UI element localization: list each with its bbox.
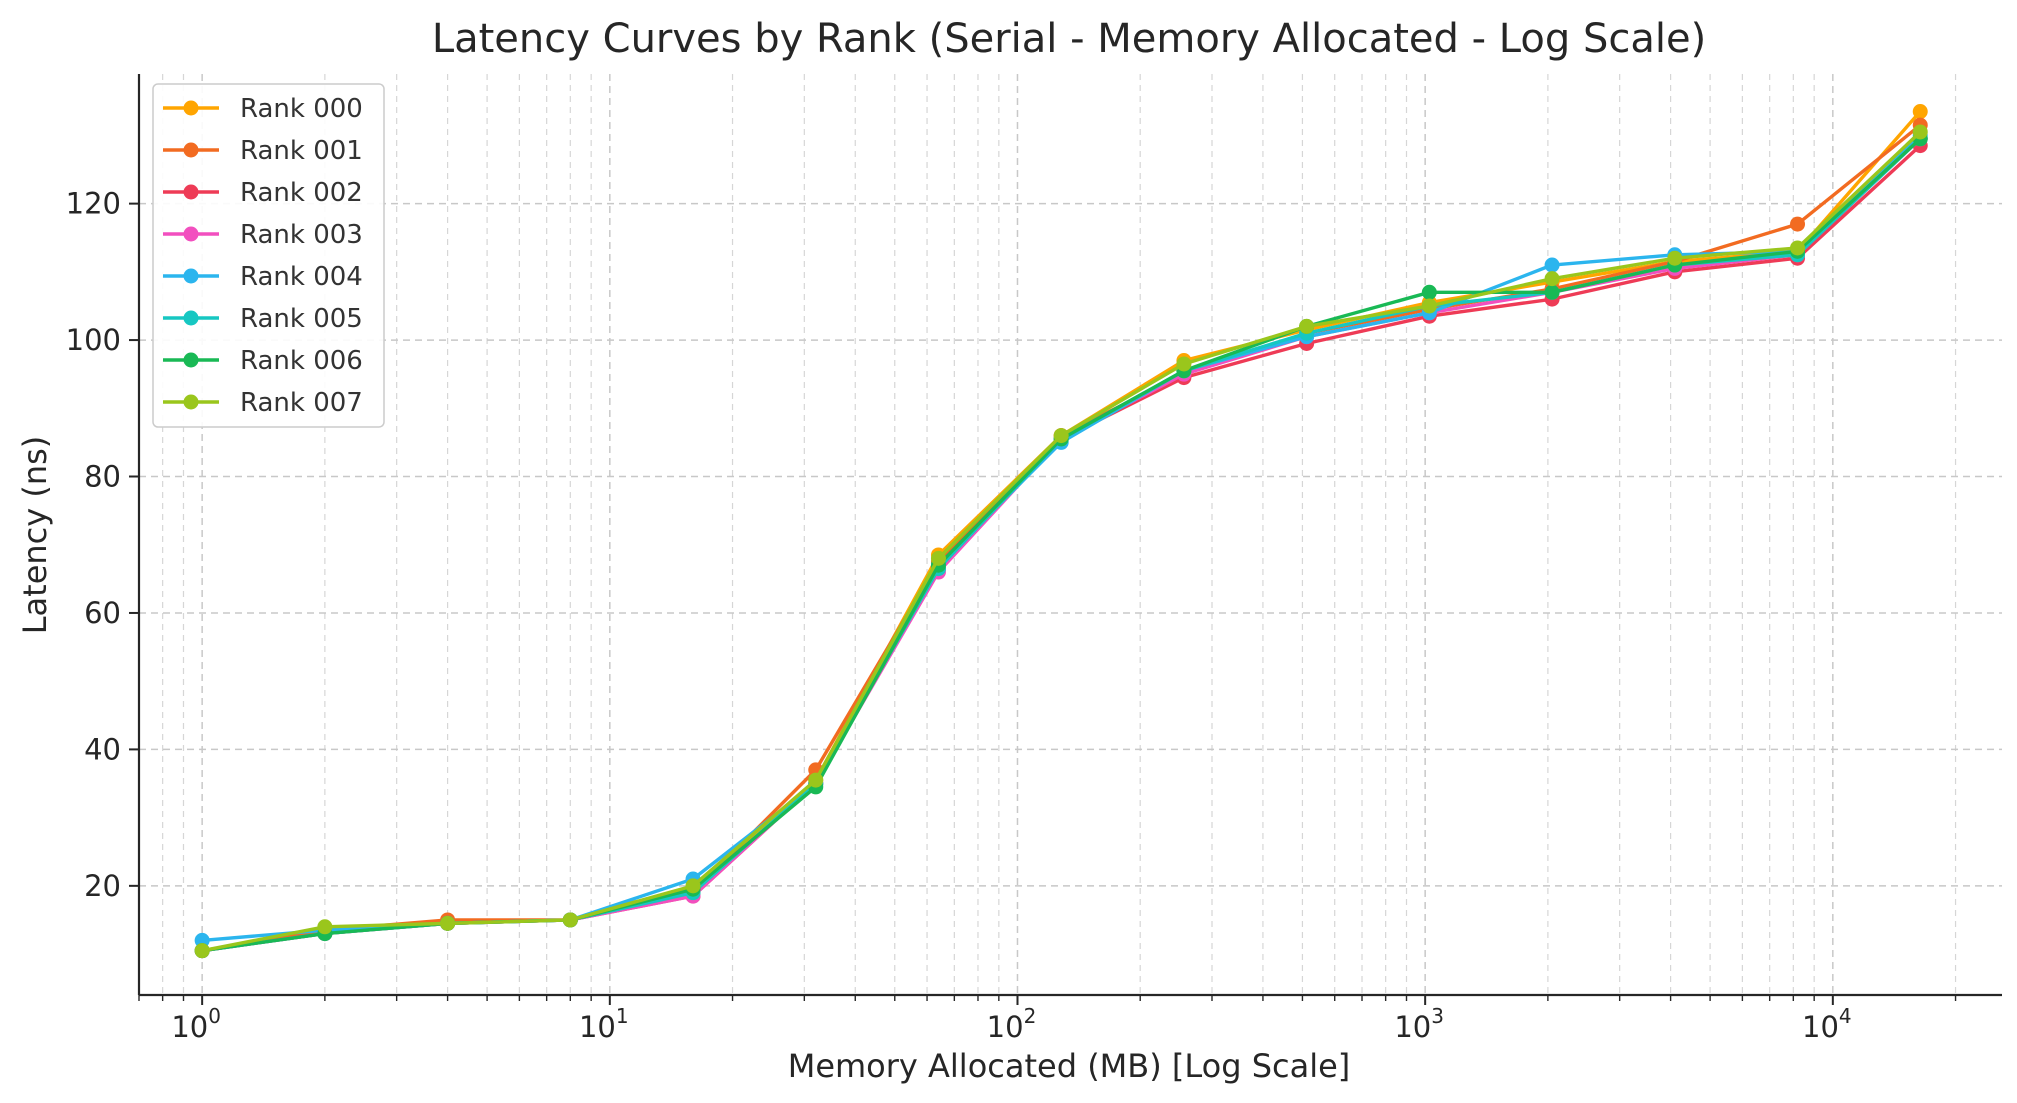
data-point (440, 915, 456, 931)
data-point (808, 772, 824, 788)
data-point (1912, 104, 1928, 120)
legend-marker (183, 184, 199, 200)
series-layer (194, 104, 1928, 959)
data-point (1544, 257, 1560, 273)
legend-entry-label: Rank 007 (240, 388, 363, 418)
legend-marker (183, 268, 199, 284)
legend-marker (183, 352, 199, 368)
legend-entry-label: Rank 005 (240, 304, 363, 334)
data-point (1421, 284, 1437, 300)
data-point (1421, 298, 1437, 314)
x-axis-label: Memory Allocated (MB) [Log Scale] (788, 1047, 1351, 1085)
data-point (1790, 240, 1806, 256)
y-tick-label: 100 (66, 323, 121, 357)
legend-box (152, 83, 385, 428)
y-tick-label: 80 (84, 460, 121, 494)
y-tick-label: 40 (84, 732, 121, 766)
legend-entry-label: Rank 000 (240, 94, 363, 124)
data-point (562, 912, 578, 928)
grid (138, 74, 2002, 995)
y-ticks: 20 40 60 80 100 120 (66, 187, 139, 903)
data-point (1299, 318, 1315, 334)
data-point (1544, 284, 1560, 300)
y-tick-label: 120 (66, 187, 121, 221)
y-axis-label: Latency (ns) (16, 436, 54, 635)
legend-entry-label: Rank 004 (240, 262, 363, 292)
data-point (1790, 216, 1806, 232)
data-point (1544, 271, 1560, 287)
axes (137, 74, 2002, 997)
legend: Rank 000 Rank 001 Rank 002 Rank 003 Rank 004… (152, 83, 385, 428)
legend-marker (183, 100, 199, 116)
y-tick-label: 60 (84, 596, 121, 630)
legend-marker (183, 142, 199, 158)
legend-entry-label: Rank 002 (240, 178, 363, 208)
legend-entry-label: Rank 006 (240, 346, 363, 376)
series-rank-7 (194, 124, 1928, 959)
legend-entry-label: Rank 001 (240, 136, 363, 166)
y-tick-label: 20 (84, 869, 121, 903)
data-point (1053, 428, 1069, 444)
legend-marker (183, 394, 199, 410)
legend-marker (183, 310, 199, 326)
data-point (930, 550, 946, 566)
data-point (1667, 250, 1683, 266)
data-point (1176, 356, 1192, 372)
data-point (194, 943, 210, 959)
legend-marker (183, 226, 199, 242)
data-point (1912, 124, 1928, 140)
chart-title: Latency Curves by Rank (Serial - Memory … (432, 16, 1706, 62)
data-point (685, 878, 701, 894)
legend-entry-label: Rank 003 (240, 220, 363, 250)
data-point (317, 919, 333, 935)
